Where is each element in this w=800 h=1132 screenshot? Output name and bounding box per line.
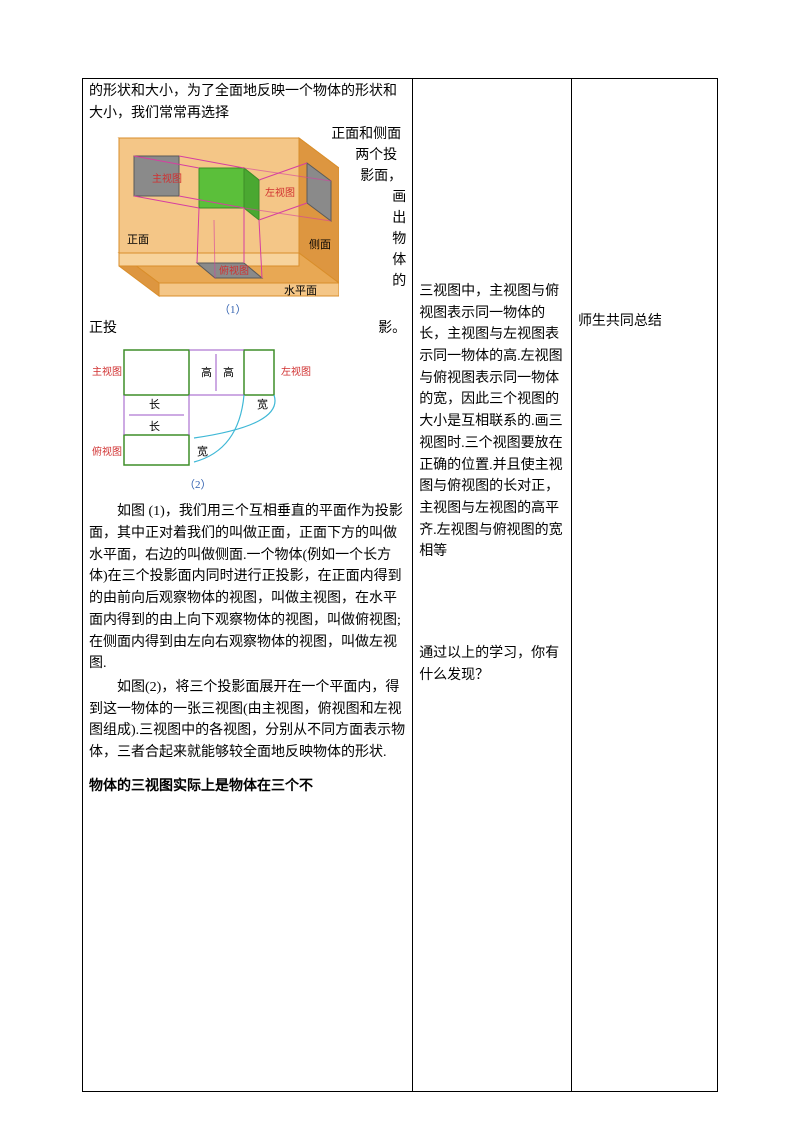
svg-text:（1）: （1） <box>219 303 247 316</box>
para-3: 物体的三视图实际上是物体在三个不 <box>89 776 406 798</box>
notes-main: 三视图中，主视图与俯视图表示同一物体的长，主视图与左视图表示同一物体的高.左视图… <box>419 281 565 563</box>
wrap-text: 正面和侧面 两个投 影面， 画 出 物 体 的 <box>392 124 406 292</box>
content-column: 的形状和大小，为了全面地反映一个物体的形状和大小，我们常常再选择 正面和侧面 两… <box>83 79 413 1092</box>
svg-text:高: 高 <box>223 365 234 379</box>
svg-text:宽: 宽 <box>197 444 208 458</box>
svg-text:侧面: 侧面 <box>309 238 331 251</box>
svg-text:主视图: 主视图 <box>152 172 182 185</box>
summary-text: 师生共同总结 <box>578 81 711 333</box>
para-2: 如图(2)，将三个投影面展开在一个平面内，得到这一物体的一张三视图(由主视图，俯… <box>89 677 406 764</box>
svg-text:俯视图: 俯视图 <box>219 264 249 277</box>
notes-column: 三视图中，主视图与俯视图表示同一物体的长，主视图与左视图表示同一物体的高.左视图… <box>413 79 572 1092</box>
diagram-2: 主视图 左视图 俯视图 高 高 长 <box>89 340 406 495</box>
svg-text:左视图: 左视图 <box>265 186 295 199</box>
svg-text:高: 高 <box>201 365 212 379</box>
svg-text:俯视图: 俯视图 <box>92 445 122 458</box>
diagram-1: 主视图 左视图 俯视图 正面 侧面 水平面 （1） <box>89 128 339 318</box>
svg-text:主视图: 主视图 <box>92 365 122 378</box>
svg-text:长: 长 <box>149 420 160 433</box>
intro-last-right: 影。 <box>378 322 406 336</box>
svg-text:长: 长 <box>149 398 160 411</box>
svg-text:正面: 正面 <box>127 234 149 246</box>
notes-question: 通过以上的学习，你有什么发现？ <box>419 643 565 686</box>
svg-text:（2）: （2） <box>184 478 212 491</box>
para-1: 如图 (1)，我们用三个互相垂直的平面作为投影面，其中正对着我们的叫做正面，正面… <box>89 501 406 675</box>
summary-column: 师生共同总结 <box>571 79 717 1092</box>
svg-text:宽: 宽 <box>257 397 268 411</box>
svg-text:水平面: 水平面 <box>284 284 317 297</box>
svg-text:左视图: 左视图 <box>281 365 311 378</box>
intro-text: 的形状和大小，为了全面地反映一个物体的形状和大小，我们常常再选择 <box>89 81 406 124</box>
intro-last: 正投 <box>89 321 117 336</box>
lesson-table: 的形状和大小，为了全面地反映一个物体的形状和大小，我们常常再选择 正面和侧面 两… <box>82 78 718 1092</box>
